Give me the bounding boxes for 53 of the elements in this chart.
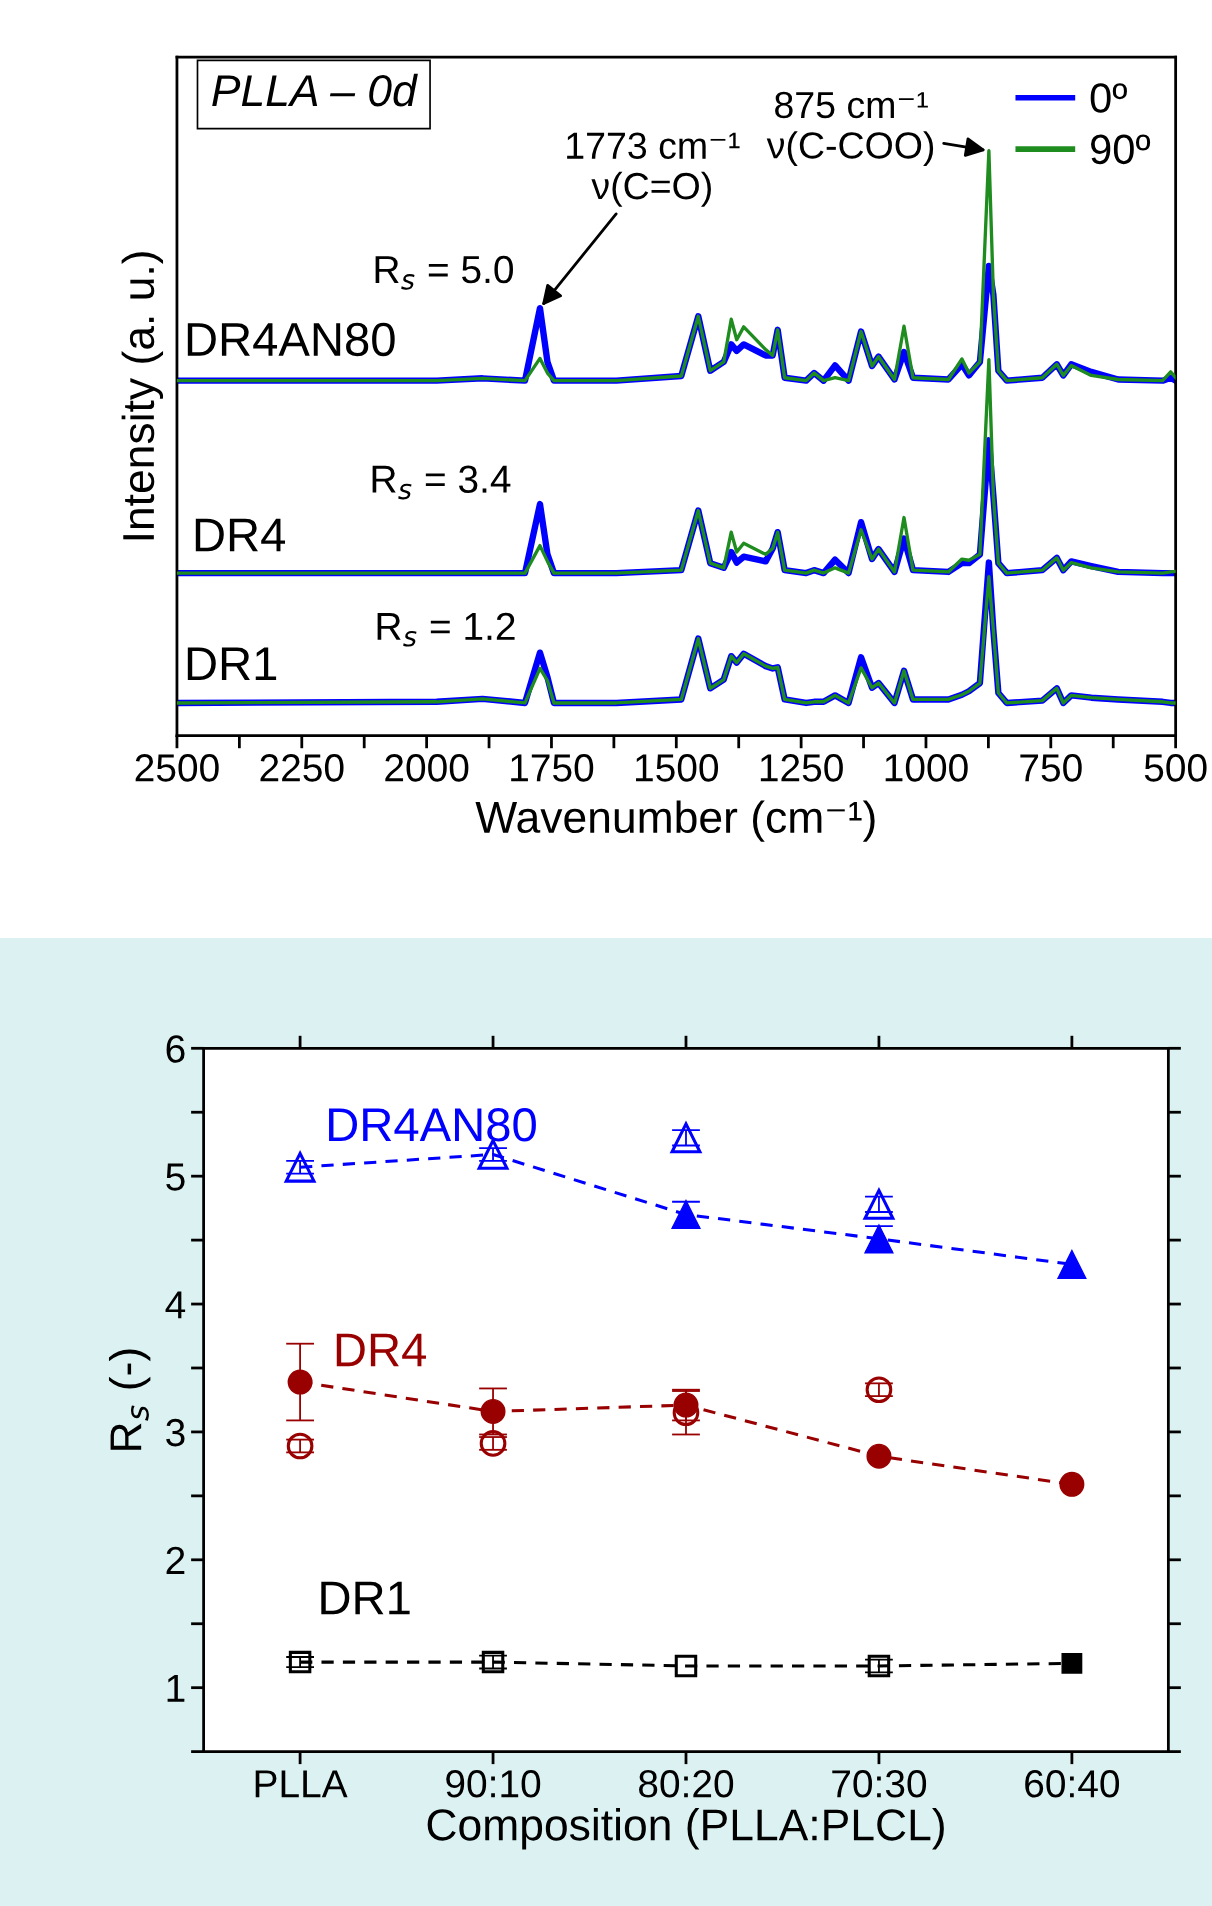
point (479, 1430, 507, 1457)
x-tick-label: 1500 (636, 754, 719, 782)
point (480, 1398, 506, 1424)
point (1061, 1652, 1083, 1674)
x-tick-label: 90:10 (446, 1770, 541, 1798)
annotation: R$_{s}$ = 1.2 (377, 612, 515, 647)
series-label: DR4 (336, 1333, 426, 1367)
legend-label: 90º (1091, 134, 1151, 165)
x-tick-label: PLLA (255, 1770, 348, 1798)
x-tick-label: 80:20 (639, 1770, 734, 1798)
x-tick-label: 2500 (135, 754, 219, 782)
legend-label: 0º (1090, 83, 1127, 113)
annotation: DR4 (195, 518, 286, 552)
point (288, 1650, 312, 1674)
x-tick-label: 60:40 (1025, 1770, 1120, 1798)
x-tick-label: 750 (1020, 754, 1082, 782)
series-label: DR1 (321, 1581, 410, 1615)
x-axis-title: Composition (PLLA:PLCL) (427, 1808, 944, 1850)
point (1057, 1249, 1087, 1279)
x-tick-label: 1750 (511, 754, 594, 782)
annotation: DR4AN80 (187, 322, 395, 357)
x-tick-label: 70:30 (832, 1770, 927, 1798)
point (867, 1654, 891, 1678)
y-tick-label: 4 (165, 1291, 186, 1319)
y-tick-label: 3 (166, 1418, 185, 1447)
point (863, 1188, 895, 1220)
point (866, 1443, 892, 1469)
point (670, 1122, 702, 1154)
y-tick-label: 1 (167, 1675, 185, 1702)
x-tick-label: 500 (1144, 754, 1207, 782)
annotation: 875 cm⁻¹ ν(C-COO) (766, 91, 934, 167)
point (865, 1376, 893, 1404)
annotation: R$_{s}$ = 3.4 (372, 465, 511, 500)
x-tick-label: 2000 (385, 754, 469, 782)
point (287, 1369, 313, 1395)
point (674, 1654, 698, 1678)
x-axis-title: Wavenumber (cm⁻¹) (475, 800, 875, 842)
chart-title: PLLA – 0d (212, 73, 418, 107)
x-tick-label: 1250 (760, 754, 843, 782)
annotation: 1773 cm⁻¹ ν(C=O) (567, 132, 740, 207)
x-tick-label: 1000 (885, 754, 968, 782)
annotation: R$_{s}$ = 5.0 (375, 255, 513, 290)
point (1059, 1471, 1085, 1497)
point (286, 1432, 314, 1460)
y-axis-title: R$_{s}$ (-) (108, 1349, 151, 1450)
y-axis-title: Intensity (a. u.) (121, 252, 164, 540)
y-tick-label: 5 (166, 1163, 185, 1191)
series-label: DR4AN80 (329, 1108, 536, 1142)
x-tick-label: 2250 (260, 754, 344, 782)
annotation: DR1 (187, 647, 277, 681)
y-tick-label: 2 (166, 1546, 185, 1574)
y-tick-label: 6 (166, 1035, 185, 1063)
point (284, 1151, 316, 1183)
